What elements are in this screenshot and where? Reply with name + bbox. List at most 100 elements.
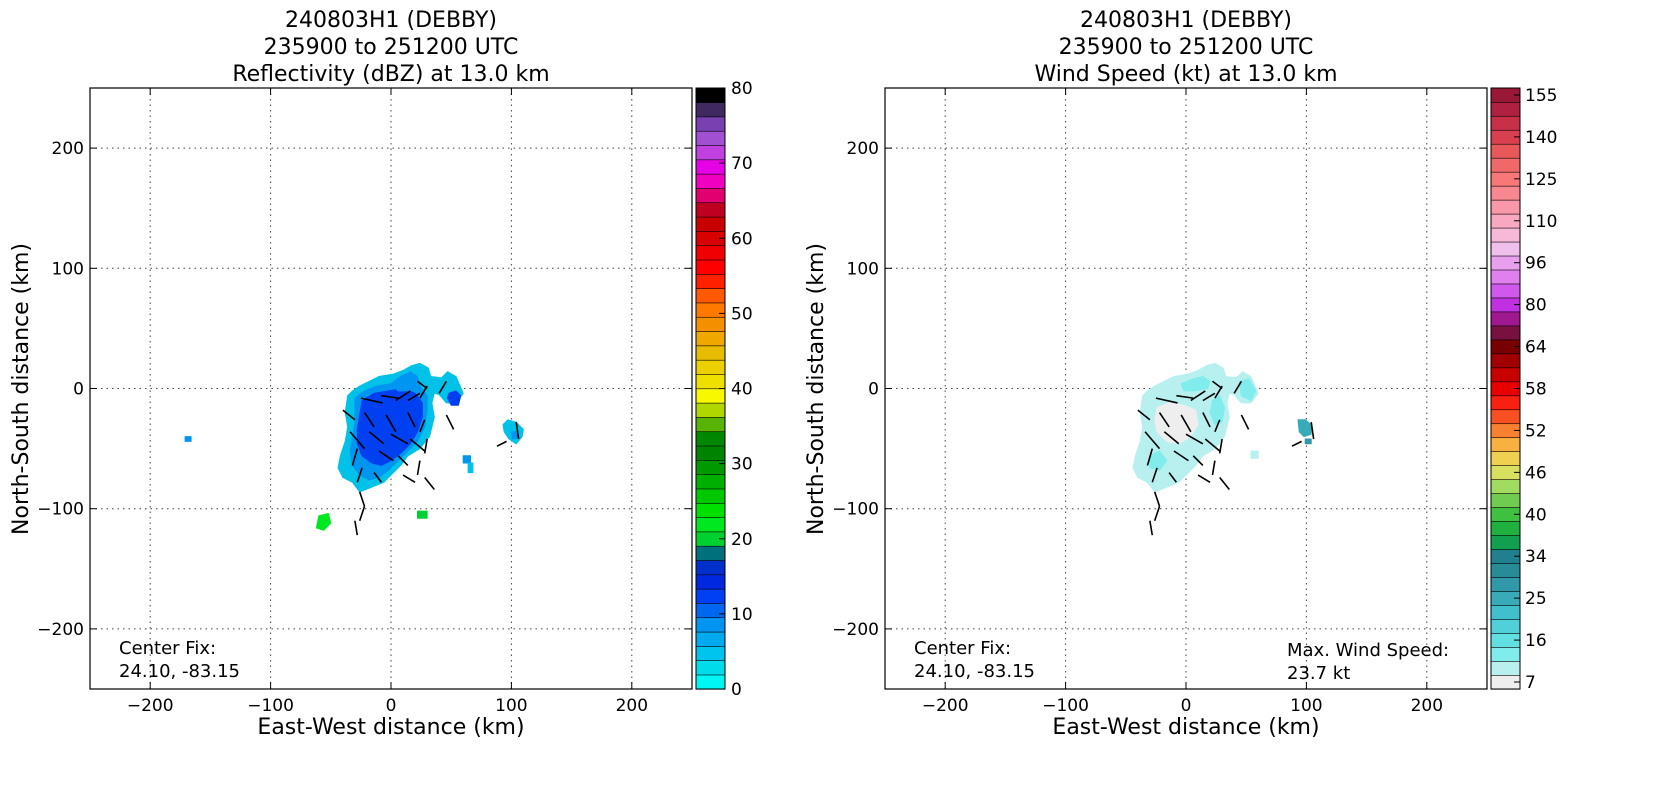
- reflectivity-colorbar-bin: [695, 345, 726, 361]
- wind-colorbar-bin: [1490, 241, 1521, 257]
- wind-x-tick-label: 0: [1181, 696, 1192, 716]
- reflectivity-echo-east-cell-core: [510, 431, 518, 440]
- wind-wind-vector: [1173, 450, 1189, 462]
- wind-colorbar-tick-label: 96: [1525, 254, 1547, 274]
- wind-x-tick-label: 200: [1411, 696, 1443, 716]
- reflectivity-colorbar-tick-label: 80: [731, 79, 753, 99]
- reflectivity-x-axis-label: East-West distance (km): [257, 715, 524, 740]
- reflectivity-colorbar-tick-label: 50: [731, 304, 753, 324]
- reflectivity-title-line-3: Reflectivity (dBZ) at 13.0 km: [232, 62, 549, 87]
- reflectivity-panel: 240803H1 (DEBBY) 235900 to 251200 UTC Re…: [9, 8, 753, 740]
- wind-colorbar-tick-label: 140: [1525, 128, 1557, 148]
- reflectivity-colorbar-bin: [695, 459, 726, 475]
- reflectivity-colorbar-tick-label: 60: [731, 229, 753, 249]
- reflectivity-wind-vector: [395, 390, 411, 402]
- reflectivity-colorbar-bin: [695, 187, 726, 204]
- wind-colorbar-bin: [1490, 520, 1521, 536]
- reflectivity-wind-vector: [402, 474, 416, 483]
- wind-echo-east-cell-speck: [1304, 438, 1312, 445]
- reflectivity-wind-vector: [515, 422, 520, 440]
- reflectivity-wind-vectors: [342, 380, 520, 536]
- reflectivity-y-tick-label: −200: [37, 620, 84, 640]
- reflectivity-y-tick-label: 0: [73, 380, 84, 400]
- wind-colorbar-tick-label: 16: [1525, 631, 1547, 651]
- reflectivity-colorbar-bin: [695, 373, 726, 390]
- reflectivity-colorbar: 0 10 20 30 40 50 60 70 80: [695, 79, 753, 700]
- wind-wind-vector: [1202, 392, 1216, 402]
- wind-colorbar-bin: [1490, 534, 1521, 550]
- reflectivity-wind-vector: [423, 438, 428, 454]
- wind-title-line-2: 235900 to 251200 UTC: [1059, 35, 1314, 60]
- wind-title-line-3: Wind Speed (kt) at 13.0 km: [1034, 62, 1337, 87]
- reflectivity-wind-vector: [381, 394, 399, 399]
- wind-colorbar-bin: [1490, 409, 1521, 425]
- reflectivity-title-line-2: 235900 to 251200 UTC: [264, 35, 519, 60]
- reflectivity-x-tick-label: 200: [616, 696, 648, 716]
- wind-wind-vector: [1153, 491, 1161, 507]
- wind-colorbar-tick-label: 64: [1525, 338, 1547, 358]
- reflectivity-wind-vector: [496, 440, 507, 447]
- reflectivity-colorbar-bin: [695, 559, 726, 576]
- reflectivity-title-line-1: 240803H1 (DEBBY): [285, 8, 497, 33]
- reflectivity-colorbar-bin: [695, 102, 726, 118]
- wind-x-tick-label: −100: [1042, 696, 1089, 716]
- wind-colorbar-tick-label: 58: [1525, 380, 1547, 400]
- reflectivity-wind-vector: [424, 476, 435, 490]
- wind-colorbar-bin: [1490, 325, 1521, 341]
- reflectivity-center-fix-label: Center Fix:: [119, 638, 216, 659]
- wind-wind-vector: [1240, 414, 1250, 430]
- reflectivity-colorbar-bin: [695, 516, 726, 533]
- wind-echo-northeast-rim: [1238, 378, 1257, 401]
- reflectivity-wind-vector: [407, 412, 416, 428]
- wind-wind-vector: [1155, 397, 1178, 404]
- reflectivity-colorbar-bin: [695, 474, 726, 490]
- wind-colorbar-tick-label: 80: [1525, 296, 1547, 316]
- wind-colorbar-bin: [1490, 227, 1521, 243]
- reflectivity-wind-vector: [358, 491, 366, 507]
- wind-x-axis-label: East-West distance (km): [1052, 715, 1319, 740]
- wind-wind-vector: [1158, 412, 1170, 428]
- reflectivity-echo-green-patch-sw: [315, 513, 332, 531]
- reflectivity-y-axis-label: North-South distance (km): [9, 243, 34, 535]
- reflectivity-colorbar-bin: [695, 202, 726, 218]
- wind-colorbar-bin: [1490, 437, 1521, 452]
- wind-colorbar-bin: [1490, 562, 1521, 578]
- reflectivity-colorbar-bin: [695, 402, 726, 418]
- wind-center-fix-value: 24.10, -83.15: [914, 661, 1035, 682]
- wind-colorbar-bin: [1490, 604, 1521, 620]
- wind-y-tick-label: 100: [847, 259, 879, 279]
- wind-wind-vector: [1233, 380, 1243, 394]
- wind-colorbar-tick-label: 110: [1525, 212, 1557, 232]
- wind-y-tick-label: −100: [832, 500, 879, 520]
- wind-wind-vector: [1168, 472, 1178, 483]
- wind-wind-vector: [1192, 455, 1204, 466]
- wind-colorbar-bin: [1490, 395, 1521, 411]
- reflectivity-echo-south-speck-2: [467, 462, 474, 474]
- wind-colorbar-tick-label: 34: [1525, 547, 1547, 567]
- reflectivity-wind-vector: [363, 412, 375, 428]
- reflectivity-colorbar-tick-label: 30: [731, 455, 753, 475]
- reflectivity-colorbar-bin: [695, 259, 726, 275]
- wind-y-tick-label: −200: [832, 620, 879, 640]
- reflectivity-colorbar-tick-label: 40: [731, 380, 753, 400]
- reflectivity-plot-area: −200 −100 0 100 200 −200 −100 0 100 200: [37, 87, 693, 716]
- wind-x-ticks: −200 −100 0 100 200: [922, 88, 1443, 716]
- reflectivity-wind-vector: [368, 431, 385, 445]
- reflectivity-colorbar-bin: [695, 330, 726, 347]
- reflectivity-wind-vector: [397, 455, 409, 466]
- wind-y-axis-label: North-South distance (km): [804, 243, 829, 535]
- wind-speed-panel: 240803H1 (DEBBY) 235900 to 251200 UTC Wi…: [804, 8, 1557, 740]
- reflectivity-colorbar-tick-label: 0: [731, 680, 742, 700]
- reflectivity-colorbar-bin: [695, 116, 726, 132]
- reflectivity-x-ticks: −200 −100 0 100 200: [127, 88, 648, 716]
- reflectivity-colorbar-bin: [695, 660, 726, 676]
- wind-colorbar-bin: [1490, 576, 1521, 592]
- wind-wind-vector: [1149, 520, 1154, 536]
- wind-y-tick-label: 200: [847, 139, 879, 159]
- wind-wind-vector: [1197, 474, 1211, 483]
- reflectivity-wind-vector: [342, 409, 356, 421]
- wind-x-tick-label: −200: [922, 696, 969, 716]
- reflectivity-colorbar-bin: [695, 588, 726, 604]
- reflectivity-echo-green-patch-s: [417, 510, 428, 519]
- reflectivity-wind-vector: [416, 460, 421, 476]
